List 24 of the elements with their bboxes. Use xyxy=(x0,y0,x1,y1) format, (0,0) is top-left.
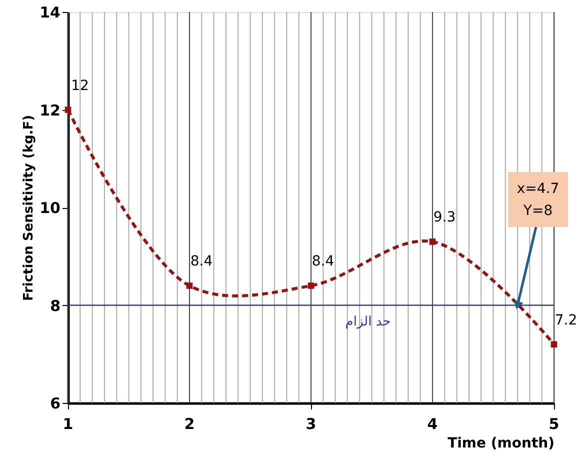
point xyxy=(550,341,558,348)
y-axis-title: Friction Sensitivity (kg.F) xyxy=(22,114,37,302)
x-tick-label: 2 xyxy=(184,415,195,433)
data-label: 9.3 xyxy=(433,210,456,226)
x-axis-title: Time (month) xyxy=(448,436,554,452)
x-tick-label: 1 xyxy=(62,415,74,433)
point xyxy=(308,282,314,289)
data-label: 8.4 xyxy=(190,254,213,270)
y-tick-label: 10 xyxy=(40,199,60,217)
x-tick-label: 4 xyxy=(427,415,438,433)
y-tick-label: 6 xyxy=(50,394,60,412)
annotation: x=4.7 Y=8 xyxy=(516,181,560,219)
point xyxy=(64,106,72,113)
data-label: 7.2 xyxy=(554,312,578,328)
y-tick-label: 8 xyxy=(50,296,60,315)
point xyxy=(186,282,193,289)
x-tick-label: 5 xyxy=(548,415,560,433)
x-tick-label: 3 xyxy=(306,415,316,433)
data-label: 12 xyxy=(71,78,89,94)
point xyxy=(429,238,436,245)
y-tick-label: 12 xyxy=(40,101,60,120)
ref-line-label: حد الزام xyxy=(345,314,391,330)
data-label: 8.4 xyxy=(312,254,334,270)
y-tick-label: 14 xyxy=(40,4,60,22)
